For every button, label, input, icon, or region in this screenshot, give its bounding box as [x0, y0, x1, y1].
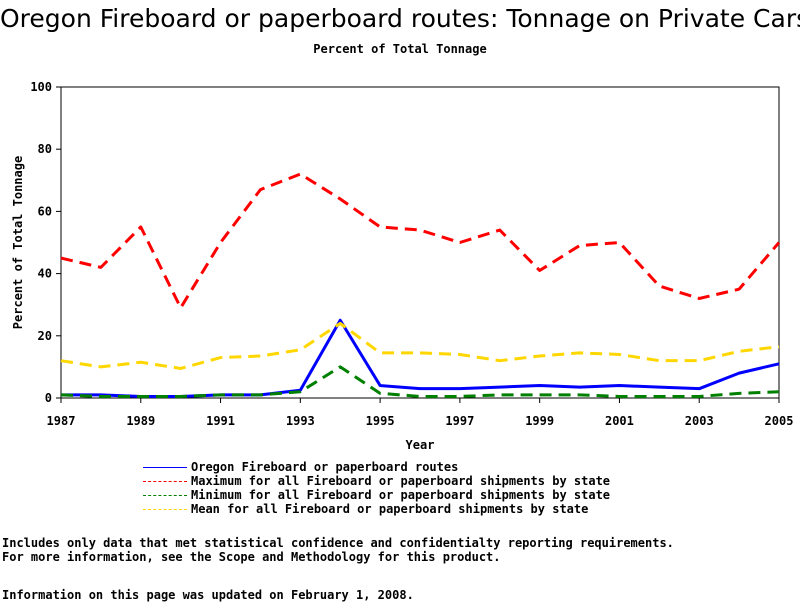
- plot-frame: [60, 86, 780, 399]
- legend-swatch: [143, 508, 187, 510]
- y-tick-label: 80: [38, 142, 52, 156]
- y-tick-label: 0: [45, 391, 52, 405]
- x-tick-label: 1999: [525, 414, 554, 428]
- series-line-2: [60, 365, 780, 398]
- legend-swatch: [143, 466, 187, 468]
- x-tick-label: 1989: [126, 414, 155, 428]
- y-tick-label: 60: [38, 204, 52, 218]
- x-tick-label: 2001: [605, 414, 634, 428]
- legend-label: Minimum for all Fireboard or paperboard …: [191, 488, 611, 502]
- x-axis-label: Year: [406, 438, 435, 452]
- legend-swatch: [143, 480, 187, 482]
- footnotes: Includes only data that met statistical …: [2, 536, 674, 564]
- legend-item: Minimum for all Fireboard or paperboard …: [143, 488, 610, 502]
- legend: Oregon Fireboard or paperboard routes Max…: [143, 460, 610, 516]
- x-tick-label: 1995: [366, 414, 395, 428]
- chart-subtitle: Percent of Total Tonnage: [313, 42, 487, 56]
- legend-label: Mean for all Fireboard or paperboard shi…: [191, 502, 589, 516]
- x-tick-label: 1987: [47, 414, 76, 428]
- footnote-confidentiality: Includes only data that met statistical …: [2, 536, 674, 550]
- x-tick-label: 1997: [445, 414, 474, 428]
- x-tick-label: 1993: [286, 414, 315, 428]
- y-tick-label: 20: [38, 329, 52, 343]
- legend-label: Oregon Fireboard or paperboard routes: [191, 460, 459, 474]
- series-line-0: [61, 318, 780, 398]
- series-line-3: [60, 321, 780, 370]
- y-tick-label: 100: [30, 80, 52, 94]
- legend-swatch: [143, 494, 187, 496]
- legend-item: Mean for all Fireboard or paperboard shi…: [143, 502, 610, 516]
- updated-note: Information on this page was updated on …: [2, 588, 414, 602]
- chart-title: Oregon Fireboard or paperboard routes: T…: [0, 4, 800, 33]
- legend-item: Maximum for all Fireboard or paperboard …: [143, 474, 610, 488]
- y-tick-label: 40: [38, 267, 52, 281]
- x-tick-label: 1991: [206, 414, 235, 428]
- y-axis-label: Percent of Total Tonnage: [11, 156, 25, 329]
- x-tick-label: 2005: [765, 414, 794, 428]
- footnote-methodology: For more information, see the Scope and …: [2, 550, 501, 564]
- series-line-1: [60, 172, 781, 310]
- legend-item: Oregon Fireboard or paperboard routes: [143, 460, 610, 474]
- x-tick-label: 2003: [685, 414, 714, 428]
- legend-label: Maximum for all Fireboard or paperboard …: [191, 474, 611, 488]
